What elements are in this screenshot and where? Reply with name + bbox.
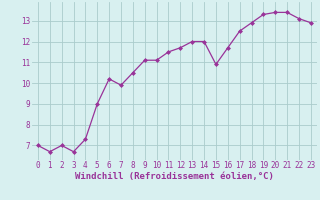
X-axis label: Windchill (Refroidissement éolien,°C): Windchill (Refroidissement éolien,°C) (75, 172, 274, 181)
